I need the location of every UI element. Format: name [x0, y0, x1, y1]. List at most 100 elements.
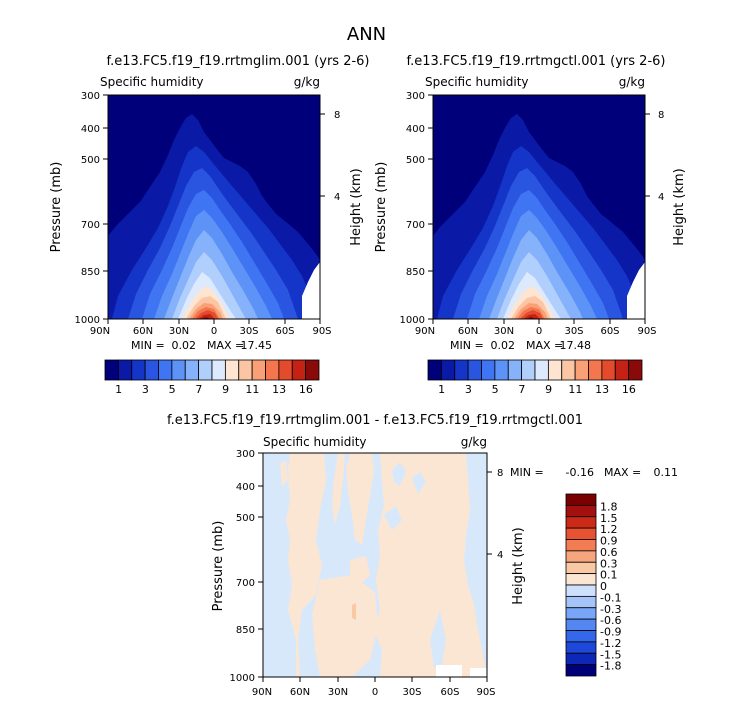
below-surface-mask	[436, 665, 462, 677]
x-tick-label: 0	[536, 326, 542, 337]
colorbar-label: 0.3	[600, 557, 618, 570]
colorbar-box	[104, 359, 119, 381]
colorbar-box	[565, 630, 597, 643]
colorbar-box	[224, 359, 240, 381]
height-tick-label: 8	[658, 110, 664, 121]
colorbar-label: 5	[492, 383, 499, 396]
x-tick-label: 90S	[312, 326, 331, 337]
page-title: ANN	[347, 24, 386, 45]
colorbar-label: -1.5	[600, 648, 621, 661]
colorbar-label: 13	[595, 383, 609, 396]
y-tick-label: 300	[236, 449, 255, 460]
y-tick-label: 400	[236, 482, 255, 493]
panel-left-ylabel: Pressure (mb)	[49, 162, 64, 253]
colorbar-box	[171, 359, 186, 381]
y-tick-label: 1000	[75, 315, 100, 326]
panel-left-colorbar	[104, 359, 320, 381]
panel-left-units: g/kg	[294, 75, 320, 89]
contour-band	[312, 575, 378, 677]
y-tick-label: 850	[236, 625, 255, 636]
panel-right-units: g/kg	[619, 75, 645, 89]
colorbar-label: -0.1	[600, 591, 621, 604]
panel-left-ylabel-right: Height (km)	[349, 168, 364, 245]
y-tick-label: 300	[81, 91, 100, 102]
colorbar-label: -0.3	[600, 603, 621, 616]
colorbar-box	[144, 359, 159, 381]
height-tick-label: 4	[658, 192, 664, 203]
colorbar-label: 13	[272, 383, 286, 396]
panel-left-height-ticks: 8 4	[320, 110, 340, 203]
colorbar-box	[454, 359, 469, 381]
max-value: 0.11	[654, 466, 679, 479]
panel-left-x-ticks: 90N 60N 30N 0 30S 60S 90S	[90, 319, 332, 337]
colorbar-label: 0	[600, 580, 607, 593]
colorbar-label: -0.6	[600, 614, 621, 627]
colorbar-box	[265, 359, 280, 381]
contour-band	[350, 556, 370, 585]
y-tick-label: 1000	[400, 315, 425, 326]
y-tick-label: 500	[236, 513, 255, 524]
y-tick-label: 300	[406, 91, 425, 102]
colorbar-box	[565, 618, 597, 631]
contour-band	[384, 506, 402, 530]
colorbar-label: 16	[299, 383, 313, 396]
colorbar-box	[440, 359, 456, 381]
panel-difference-x-ticks: 90N 60N 30N 0 30S 60S 90S	[252, 677, 496, 698]
colorbar-box	[158, 359, 173, 381]
contour-band	[523, 314, 540, 319]
colorbar-label: 16	[622, 383, 636, 396]
panel-right-variable: Specific humidity	[425, 75, 529, 89]
x-tick-label: 60S	[600, 326, 619, 337]
colorbar-box	[565, 573, 597, 586]
panel-left-y-ticks: 300 400 500 700 850 1000	[75, 91, 108, 326]
colorbar-box	[574, 359, 589, 381]
colorbar-label: 5	[169, 383, 176, 396]
y-tick-label: 700	[406, 220, 425, 231]
contour-band	[412, 472, 426, 494]
colorbar-box	[565, 561, 597, 575]
min-label: MIN =	[510, 466, 544, 479]
panel-right-y-ticks: 300 400 500 700 850 1000	[400, 91, 433, 326]
colorbar-box	[131, 359, 146, 381]
colorbar-box	[211, 359, 226, 381]
colorbar-label: 0.9	[600, 535, 618, 548]
colorbar-box	[565, 584, 597, 597]
y-tick-label: 400	[81, 124, 100, 135]
panel-left-contours	[108, 95, 320, 319]
colorbar-box	[467, 359, 482, 381]
colorbar-box	[184, 359, 200, 381]
min-value: -0.16	[566, 466, 594, 479]
max-label: MAX =	[526, 339, 563, 352]
colorbar-label: 1.2	[600, 523, 618, 536]
colorbar-box	[427, 359, 442, 381]
panel-difference-ylabel: Pressure (mb)	[211, 521, 226, 612]
min-value: 0.02	[491, 339, 516, 352]
below-surface-mask	[302, 262, 320, 319]
x-tick-label: 0	[372, 687, 378, 698]
max-label: MAX =	[207, 339, 244, 352]
contour-band	[198, 314, 215, 319]
colorbar-box	[481, 359, 496, 381]
height-tick-label: 8	[334, 110, 340, 121]
contour-band	[430, 610, 446, 668]
colorbar-box	[238, 359, 253, 381]
colorbar-box	[278, 359, 293, 381]
panel-right-height-ticks: 8 4	[645, 110, 664, 203]
panel-right: f.e13.FC5.f19_f19.rrtmgctl.001 (yrs 2-6)…	[374, 54, 687, 396]
colorbar-label: 9	[545, 383, 552, 396]
panel-right-ylabel-right: Height (km)	[672, 168, 687, 245]
panel-right-title: f.e13.FC5.f19_f19.rrtmgctl.001 (yrs 2-6)	[407, 54, 666, 69]
panel-difference-units: g/kg	[461, 435, 487, 449]
colorbar-label: -1.2	[600, 637, 621, 650]
max-value: 17.48	[560, 339, 592, 352]
x-tick-label: 0	[211, 326, 217, 337]
colorbar-box	[565, 516, 597, 529]
colorbar-label: 3	[465, 383, 472, 396]
below-surface-mask	[470, 668, 487, 677]
colorbar-box	[565, 539, 597, 552]
colorbar-label: 1.5	[600, 512, 618, 525]
colorbar-label: 11	[245, 383, 259, 396]
x-tick-label: 30S	[239, 326, 258, 337]
x-tick-label: 30S	[402, 687, 421, 698]
